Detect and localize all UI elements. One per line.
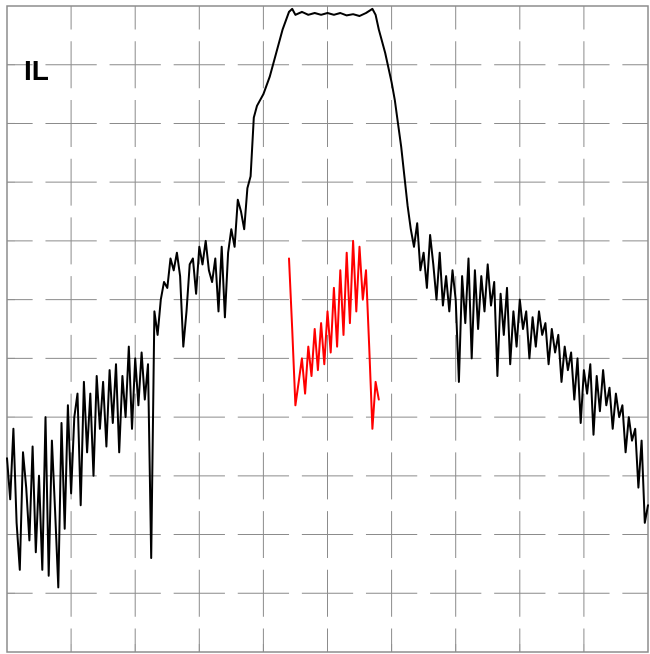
series-line-red [288, 239, 380, 430]
series-line-black [6, 7, 649, 589]
traces [6, 7, 649, 589]
il-label: IL [24, 55, 49, 86]
grid [6, 5, 649, 653]
